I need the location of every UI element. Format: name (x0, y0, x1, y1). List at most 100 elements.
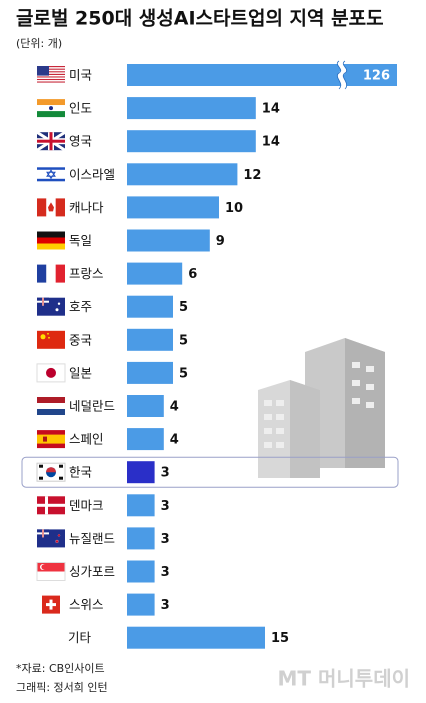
flag-part (37, 403, 65, 409)
flag (37, 66, 65, 84)
flag-part (37, 198, 47, 217)
value-label: 4 (170, 400, 179, 415)
flag-part (41, 564, 47, 570)
category-label: 네덜란드 (69, 399, 115, 414)
flag-part (40, 334, 46, 340)
category-label: 스페인 (69, 432, 104, 447)
flag-part (55, 540, 59, 543)
flag-part (37, 81, 65, 83)
flag-part (37, 571, 65, 581)
axis-break-edge (336, 60, 348, 90)
bar (127, 461, 155, 484)
flag (37, 165, 65, 184)
flag-part (37, 237, 65, 244)
value-label: 10 (225, 201, 243, 216)
category-label: 일본 (69, 365, 92, 380)
flag-part (37, 71, 65, 73)
bar (127, 626, 265, 649)
highlight-box (21, 456, 399, 488)
flag-part (37, 75, 65, 77)
flag (37, 529, 65, 548)
value-label: 3 (161, 598, 170, 613)
flag-part (37, 562, 65, 572)
value-label: 5 (179, 366, 188, 381)
bar (127, 163, 238, 186)
flag-part (37, 178, 65, 182)
flag (37, 297, 65, 316)
flag-part (43, 436, 47, 442)
watermark: MT 머니투데이 (277, 667, 410, 691)
category-label: 영국 (69, 134, 92, 149)
flag-part (37, 67, 65, 69)
value-label: 6 (188, 267, 197, 282)
value-label: 14 (262, 102, 280, 117)
flag (36, 462, 66, 482)
flag-part (37, 76, 65, 78)
value-label: 5 (179, 333, 188, 348)
flag-part (37, 503, 65, 507)
flag (36, 363, 66, 383)
flag-part (46, 169, 56, 180)
flag-part (59, 476, 63, 480)
axis-break (337, 58, 347, 91)
flag (36, 562, 66, 581)
flag-part (57, 534, 61, 537)
source-note: *자료: CB인사이트 (16, 662, 105, 675)
flag-part (37, 80, 65, 82)
flag-part (37, 68, 65, 70)
flag-part (37, 69, 65, 72)
flag-part (46, 603, 56, 607)
flag (36, 130, 66, 152)
flag-part (59, 464, 63, 468)
flag-part (39, 464, 43, 468)
value-label: 3 (161, 532, 170, 547)
flag-part (55, 264, 65, 283)
bar (127, 328, 173, 351)
value-label: 126 (363, 69, 390, 84)
flag-part (37, 82, 65, 84)
flag-part (39, 476, 43, 480)
bar (127, 64, 397, 86)
flag (37, 397, 65, 415)
flag-part (42, 297, 44, 306)
flag-part (36, 562, 66, 581)
building-illustration (258, 338, 385, 478)
flag (42, 595, 60, 614)
flag-part (37, 78, 65, 81)
value-label: 14 (262, 135, 280, 150)
flag-part (48, 336, 50, 339)
flag-part (37, 434, 65, 444)
flag-part (37, 72, 65, 74)
bar (127, 428, 164, 451)
bar (127, 560, 155, 583)
category-label: 호주 (69, 299, 92, 314)
flag (37, 496, 65, 515)
flag-part (57, 302, 61, 305)
category-label: 미국 (69, 68, 92, 83)
category-label: 독일 (69, 233, 92, 248)
flag-part (42, 529, 44, 538)
bar (127, 130, 256, 153)
credit-note: 그래픽: 정서희 인턴 (16, 681, 108, 694)
category-label: 한국 (69, 465, 92, 480)
category-label: 뉴질랜드 (69, 531, 115, 546)
flag-part (55, 198, 65, 217)
flag (37, 264, 65, 283)
bar (127, 494, 155, 517)
value-label: 3 (161, 466, 170, 481)
value-label: 12 (243, 168, 261, 183)
chart-title: 글로벌 250대 생성AI스타트업의 지역 분포도 (16, 8, 384, 30)
flag-part (37, 409, 65, 415)
flag-part (37, 264, 47, 283)
bar (127, 395, 164, 417)
flag-part (48, 202, 54, 212)
bar (127, 527, 155, 550)
flag (37, 430, 65, 449)
flag (37, 198, 65, 217)
category-label: 인도 (69, 101, 92, 116)
category-label: 이스라엘 (69, 167, 115, 182)
flag-part (36, 363, 66, 383)
bar (127, 196, 219, 219)
value-label: 3 (161, 499, 170, 514)
